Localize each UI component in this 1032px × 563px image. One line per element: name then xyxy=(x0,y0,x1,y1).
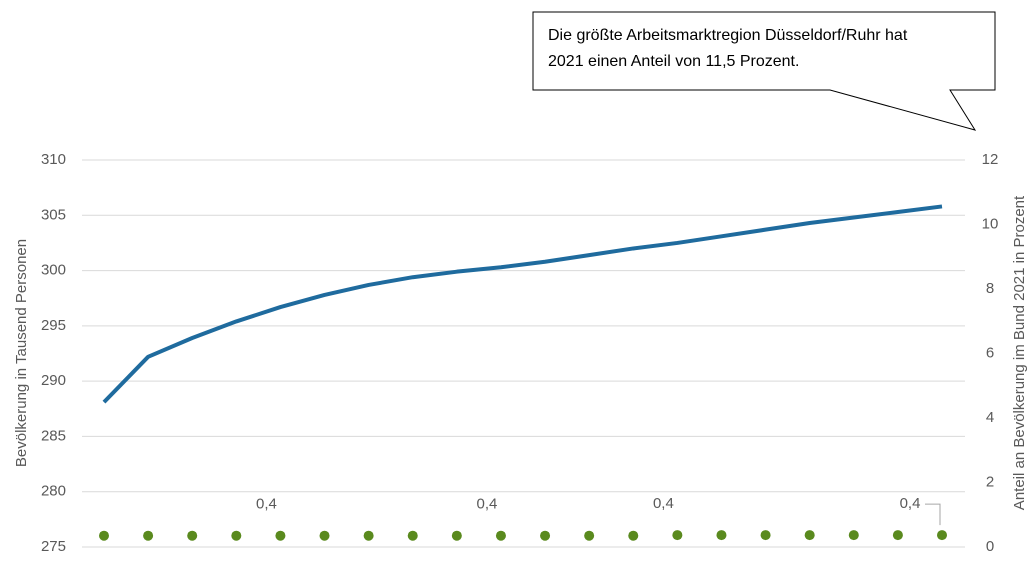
y2-tick-label: 10 xyxy=(982,215,999,232)
y2-tick-label: 2 xyxy=(986,473,994,490)
y2-tick-label: 6 xyxy=(986,344,994,361)
label-bg xyxy=(248,493,285,516)
y-tick-label: 300 xyxy=(41,262,66,279)
dot xyxy=(495,530,506,541)
label-bg xyxy=(645,493,682,516)
dot xyxy=(451,530,462,541)
y-tick-label: 305 xyxy=(41,206,66,223)
y-tick-label: 280 xyxy=(41,483,66,500)
dot xyxy=(540,530,551,541)
y2-tick-label: 12 xyxy=(982,151,999,168)
data-label: 0,4 xyxy=(653,495,674,512)
dot xyxy=(760,530,771,541)
leader-line xyxy=(925,503,941,526)
label-bg xyxy=(468,493,505,516)
dot xyxy=(407,530,418,541)
dot xyxy=(231,530,242,541)
dot xyxy=(99,530,109,541)
dot xyxy=(187,530,198,541)
y-tick-label: 275 xyxy=(41,538,66,555)
line xyxy=(102,204,943,404)
y-axis-label: Bevölkerung in Tausend Personen xyxy=(13,239,30,467)
dot xyxy=(672,530,683,541)
y2-axis-label: Anteil an Bevölkerung im Bund 2021 in Pr… xyxy=(1011,195,1028,510)
dot xyxy=(319,530,330,541)
dot xyxy=(804,530,815,541)
y2-tick-label: 8 xyxy=(986,280,994,297)
annotation: Die größte Arbeitsmarktregion Düsseldorf… xyxy=(548,27,908,44)
y-tick-label: 290 xyxy=(41,372,66,389)
dot xyxy=(275,530,286,541)
data-label: 0,4 xyxy=(256,496,277,513)
dot xyxy=(937,530,947,541)
dot xyxy=(892,530,903,541)
annotation: 2021 einen Anteil von 11,5 Prozent. xyxy=(548,53,799,70)
dot xyxy=(848,530,859,541)
y2-tick-label: 0 xyxy=(986,538,994,555)
dot xyxy=(716,530,727,541)
callout xyxy=(532,11,996,131)
y-tick-label: 285 xyxy=(41,427,66,444)
data-label: 0,4 xyxy=(900,495,921,512)
y2-tick-label: 4 xyxy=(986,409,994,426)
y-tick-label: 295 xyxy=(41,317,66,334)
dot xyxy=(143,530,154,541)
label-bg xyxy=(892,493,928,516)
dot xyxy=(628,530,639,541)
dot xyxy=(584,530,595,541)
y-tick-label: 310 xyxy=(41,151,66,168)
dot xyxy=(363,530,374,541)
data-label: 0,4 xyxy=(477,496,498,513)
